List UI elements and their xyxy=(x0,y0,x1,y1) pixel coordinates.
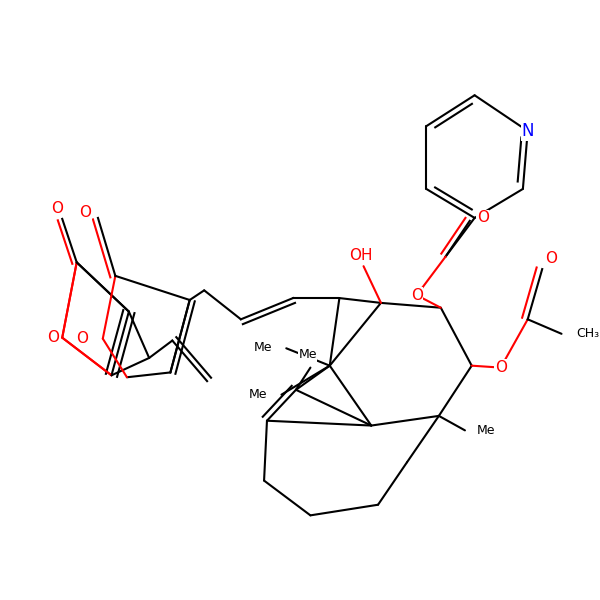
Text: O: O xyxy=(545,251,557,266)
Text: O: O xyxy=(494,360,506,375)
Text: O: O xyxy=(47,330,59,345)
Text: Me: Me xyxy=(248,388,267,401)
Text: CH₃: CH₃ xyxy=(576,328,599,340)
Text: O: O xyxy=(410,287,422,302)
Text: OH: OH xyxy=(349,248,373,263)
Text: O: O xyxy=(477,211,489,226)
Text: Me: Me xyxy=(253,341,272,353)
Text: N: N xyxy=(521,122,534,140)
Text: Me: Me xyxy=(476,424,495,437)
Text: Me: Me xyxy=(298,349,317,361)
Text: O: O xyxy=(52,201,64,216)
Text: O: O xyxy=(79,205,91,220)
Text: O: O xyxy=(76,331,88,346)
